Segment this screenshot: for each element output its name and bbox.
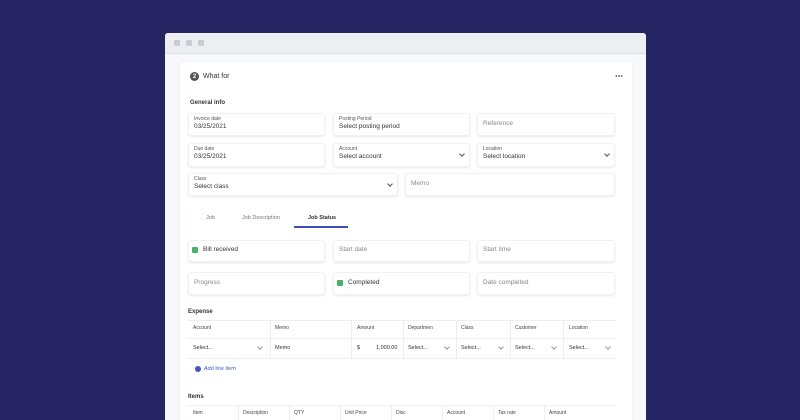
- field-label: Class: [194, 176, 207, 182]
- checkbox-checked[interactable]: [337, 280, 343, 286]
- column-header: Customer: [515, 325, 537, 331]
- cell-amount[interactable]: 1,000.00: [376, 345, 398, 351]
- cell-select[interactable]: Select...: [461, 345, 481, 351]
- due-date-field[interactable]: [188, 143, 325, 167]
- title-bar: [165, 33, 646, 54]
- start-date-field[interactable]: [333, 240, 470, 262]
- window-dot: [198, 40, 204, 46]
- column-header: Disc: [396, 410, 406, 416]
- start-time-field[interactable]: [477, 240, 615, 262]
- step-number: 2: [192, 73, 197, 80]
- field-placeholder: Reference: [483, 120, 513, 127]
- tab-active[interactable]: Job Status: [308, 215, 337, 221]
- account-select[interactable]: [333, 143, 470, 167]
- cell-text[interactable]: Memo: [275, 345, 291, 351]
- column-header: Departmen: [408, 325, 433, 331]
- column-divider: [270, 320, 271, 358]
- posting-period-field[interactable]: [333, 113, 470, 136]
- column-header: QTY: [294, 410, 305, 416]
- column-header: Amount: [549, 410, 567, 416]
- column-divider: [351, 320, 352, 358]
- date-completed-field[interactable]: [477, 272, 615, 295]
- add-line-link[interactable]: Add line item: [204, 366, 236, 372]
- checkbox-label: Bill received: [203, 246, 239, 253]
- field-value: 03/25/2021: [194, 123, 227, 130]
- column-header: Class: [461, 325, 474, 331]
- cell-select[interactable]: Select...: [569, 345, 589, 351]
- reference-field[interactable]: [477, 113, 615, 136]
- step-badge: [190, 72, 199, 81]
- cell-select[interactable]: Select...: [408, 345, 428, 351]
- column-divider: [442, 405, 443, 420]
- cell-currency: $: [357, 345, 361, 351]
- column-divider: [391, 405, 392, 420]
- section-heading: General info: [190, 100, 226, 106]
- table-border: [188, 320, 616, 321]
- tab[interactable]: Job Description: [242, 215, 280, 221]
- browser-window: [165, 33, 646, 420]
- window-dot: [174, 40, 180, 46]
- location-select[interactable]: [477, 143, 615, 167]
- column-divider: [493, 405, 494, 420]
- invoice-date-field[interactable]: [188, 113, 325, 136]
- memo-field[interactable]: [405, 173, 615, 196]
- field-label: Invoice date: [194, 116, 221, 122]
- section-heading: Expense: [188, 309, 213, 315]
- column-divider: [563, 320, 564, 358]
- table-border: [188, 358, 616, 359]
- column-divider: [289, 405, 290, 420]
- column-divider: [456, 320, 457, 358]
- section-title: What for: [203, 73, 230, 80]
- column-divider: [403, 320, 404, 358]
- column-header: Description: [243, 410, 269, 416]
- column-divider: [544, 405, 545, 420]
- field-value: 03/25/2021: [194, 153, 227, 160]
- field-placeholder: Start time: [483, 246, 511, 253]
- column-divider: [510, 320, 511, 358]
- column-header: Account: [193, 325, 212, 331]
- field-value: Select posting period: [339, 123, 400, 130]
- more-menu[interactable]: [615, 75, 623, 77]
- column-header: Item: [193, 410, 203, 416]
- progress-field[interactable]: [188, 272, 325, 295]
- tab-underline: [294, 226, 348, 228]
- bill-received-field[interactable]: [188, 240, 325, 262]
- section-heading: Items: [188, 394, 204, 400]
- field-placeholder: Progress: [194, 279, 221, 286]
- field-value: Select class: [194, 183, 229, 190]
- tab[interactable]: Job: [206, 215, 215, 221]
- cell-select[interactable]: Select...: [193, 345, 213, 351]
- column-divider: [340, 405, 341, 420]
- table-border: [188, 405, 616, 406]
- column-header: Memo: [275, 325, 289, 331]
- field-value: Select account: [339, 153, 382, 160]
- field-placeholder: Start date: [339, 246, 368, 253]
- column-header: Tax rate: [498, 410, 516, 416]
- class-select[interactable]: [188, 173, 398, 196]
- add-icon[interactable]: [195, 366, 201, 372]
- window-dot: [186, 40, 192, 46]
- field-placeholder: Memo: [411, 180, 430, 187]
- table-border: [188, 338, 616, 339]
- column-header: Amount: [357, 325, 375, 331]
- field-label: Account: [339, 146, 358, 152]
- field-value: Select location: [483, 153, 526, 160]
- field-label: Posting Period: [339, 116, 372, 122]
- column-divider: [238, 405, 239, 420]
- checkbox-label: Completed: [348, 279, 380, 286]
- column-header: Location: [569, 325, 588, 331]
- column-header: Account: [447, 410, 466, 416]
- field-label: Due date: [194, 146, 215, 152]
- checkbox-checked[interactable]: [192, 247, 198, 253]
- completed-field[interactable]: [333, 272, 470, 295]
- field-label: Location: [483, 146, 502, 152]
- cell-select[interactable]: Select...: [515, 345, 535, 351]
- column-header: Unit Price: [345, 410, 367, 416]
- field-placeholder: Date completed: [483, 279, 529, 286]
